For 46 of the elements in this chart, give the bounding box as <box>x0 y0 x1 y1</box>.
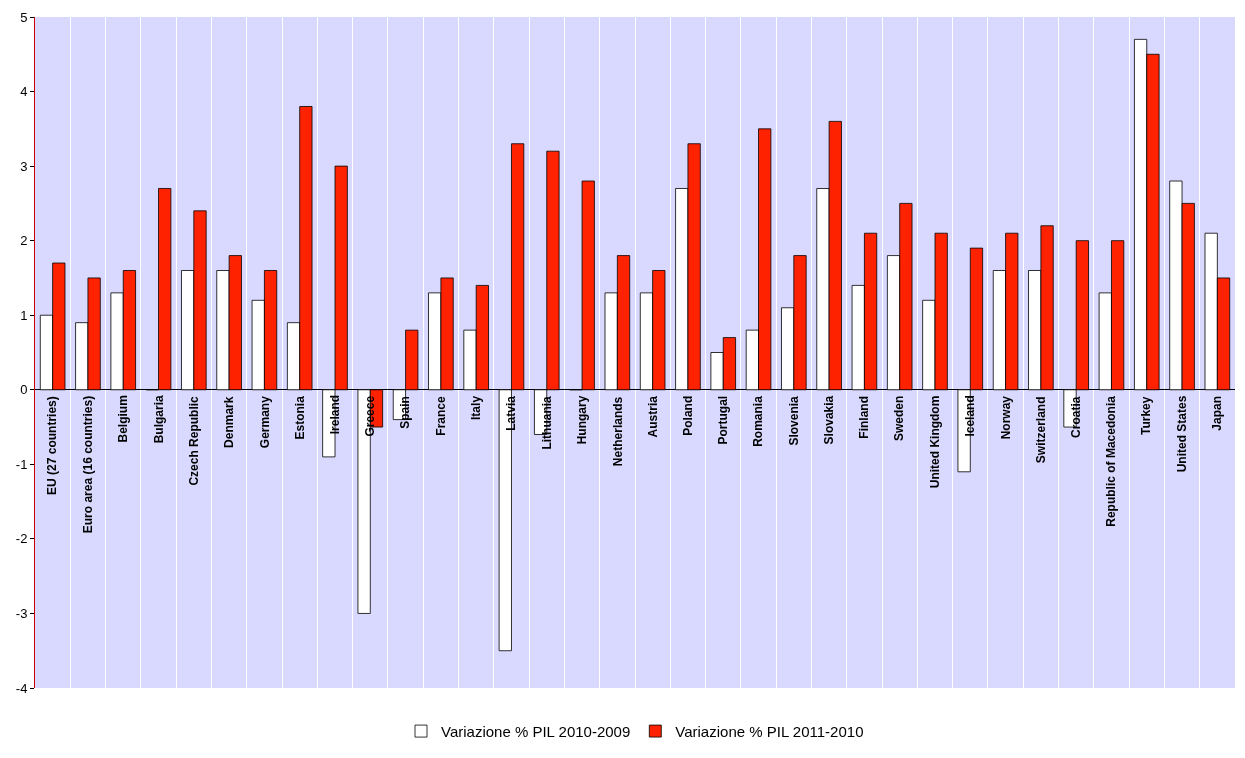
x-tick-label: Austria <box>645 395 660 438</box>
x-tick-label: Denmark <box>222 396 237 448</box>
x-tick-label: Euro area (16 countries) <box>80 395 95 534</box>
x-tick-label: Belgium <box>115 395 130 443</box>
x-tick-label: Bulgaria <box>151 394 166 444</box>
x-tick-label: Lithuania <box>539 395 554 450</box>
x-tick-label: Japan <box>1210 395 1225 431</box>
y-tick-label: 4 <box>20 84 28 100</box>
x-tick-label: United Kingdom <box>927 395 942 489</box>
x-tick-label: Croatia <box>1069 396 1084 438</box>
y-tick-label: 3 <box>20 158 28 174</box>
y-tick-label: -4 <box>15 680 28 696</box>
x-tick-label: Romania <box>751 395 766 447</box>
y-tick-label: -2 <box>15 531 28 547</box>
x-tick-label: Sweden <box>892 395 907 441</box>
x-tick-label: France <box>434 395 449 436</box>
x-tick-label: Switzerland <box>1033 396 1048 464</box>
x-tick-label: Estonia <box>292 395 307 440</box>
x-tick-label: Spain <box>398 396 413 429</box>
x-tick-label: Greece <box>363 395 378 437</box>
x-tick-label: Italy <box>469 395 484 420</box>
y-tick-label: 2 <box>20 233 28 249</box>
x-tick-label: Turkey <box>1139 396 1154 436</box>
y-tick-label: -1 <box>15 456 28 472</box>
x-tick-label: Slovakia <box>821 395 836 445</box>
x-tick-label: Finland <box>857 396 872 439</box>
x-tick-label: Germany <box>257 395 272 449</box>
x-tick-label: Portugal <box>715 395 730 445</box>
x-tick-label: Poland <box>681 395 696 436</box>
x-tick-label: Hungary <box>574 395 589 445</box>
x-tick-label: Republic of Macedonia <box>1104 395 1119 527</box>
x-tick-label: Netherlands <box>610 396 625 467</box>
x-tick-label: Iceland <box>963 395 978 437</box>
x-tick-label: Slovenia <box>787 395 802 446</box>
x-tick-label: Czech Republic <box>187 395 202 486</box>
y-tick-label: -3 <box>15 605 28 621</box>
x-tick-label: Ireland <box>327 394 342 435</box>
x-tick-label: EU (27 countries) <box>45 396 60 495</box>
y-tick-label: 1 <box>20 307 28 323</box>
x-tick-label: United States <box>1174 395 1189 473</box>
x-tick-label: Latvia <box>504 395 519 431</box>
x-tick-label: Norway <box>998 395 1013 440</box>
legend-label: Variazione % PIL 2010-2009 <box>441 722 631 740</box>
legend-label: Variazione % PIL 2011-2010 <box>675 722 864 740</box>
y-tick-label: 5 <box>20 9 28 25</box>
y-tick-label: 0 <box>20 382 28 398</box>
